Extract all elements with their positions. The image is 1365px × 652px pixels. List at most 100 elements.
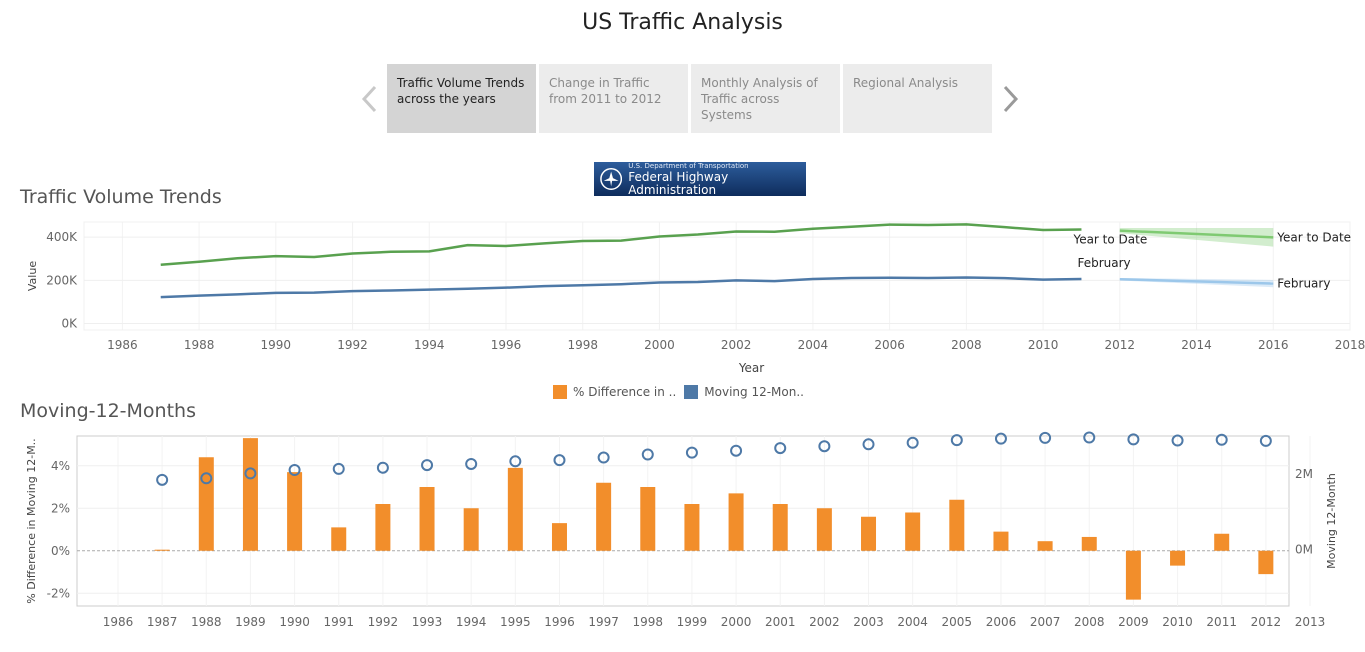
point-moving-12-month bbox=[376, 461, 389, 474]
x-tick-label: 2004 bbox=[897, 615, 928, 629]
chart2-plot-area bbox=[76, 435, 1290, 607]
story-next-button[interactable] bbox=[996, 82, 1026, 116]
moving-12-months-chart[interactable]: 1986 1987 1988 1989 1990 1991 1992 1993 1994 1995… bbox=[0, 430, 1365, 645]
x-tick-label: 1994 bbox=[456, 615, 487, 629]
x-tick-label: 1991 bbox=[323, 615, 354, 629]
chevron-right-icon bbox=[1003, 85, 1019, 113]
logo-name: Federal Highway Administration bbox=[628, 169, 729, 197]
traffic-volume-chart[interactable]: 1986 1988 1990 1992 1994 1996 1998 2000 2002 2004… bbox=[0, 210, 1365, 380]
x-tick-label: 1988 bbox=[191, 615, 222, 629]
bar-pct-difference bbox=[684, 504, 700, 551]
x-tick-label: 2003 bbox=[853, 615, 884, 629]
bar-pct-difference bbox=[419, 487, 435, 551]
x-tick-label: 2007 bbox=[1030, 615, 1061, 629]
x-tick-label: 2002 bbox=[721, 338, 752, 352]
y-axis-title: Value bbox=[26, 261, 39, 291]
bar-pct-difference bbox=[551, 523, 567, 551]
bar-pct-difference bbox=[154, 549, 170, 551]
point-moving-12-month bbox=[774, 442, 787, 455]
fhwa-emblem-icon bbox=[600, 168, 623, 190]
chevron-left-icon bbox=[361, 85, 377, 113]
x-tick-label: 2009 bbox=[1118, 615, 1149, 629]
chart1-plot-area bbox=[83, 221, 1351, 331]
y2-axis-title: Moving 12-Month bbox=[1325, 473, 1338, 569]
x-tick-label: 1996 bbox=[544, 615, 575, 629]
logo-text: U.S. Department of Transportation Federa… bbox=[628, 162, 806, 197]
y-tick-label: -2% bbox=[47, 586, 70, 600]
point-moving-12-month bbox=[288, 464, 301, 476]
x-tick-label: 2005 bbox=[942, 615, 973, 629]
x-tick-label: 2006 bbox=[986, 615, 1017, 629]
story-tab-change-in-traffic[interactable]: Change in Traffic from 2011 to 2012 bbox=[539, 64, 688, 133]
legend-swatch-blue bbox=[684, 385, 699, 399]
bar-pct-difference bbox=[1081, 536, 1097, 551]
x-tick-label: 2010 bbox=[1028, 338, 1059, 352]
point-moving-12-month bbox=[685, 446, 698, 459]
x-tick-label: 1988 bbox=[184, 338, 215, 352]
x-tick-label: 1990 bbox=[279, 615, 310, 629]
x-tick-label: 2010 bbox=[1162, 615, 1193, 629]
legend-item-pct-difference[interactable]: % Difference in .. bbox=[553, 385, 676, 399]
bar-pct-difference bbox=[728, 493, 744, 551]
x-tick-label: 1996 bbox=[491, 338, 522, 352]
bar-pct-difference bbox=[772, 504, 788, 551]
y-tick-label: 0K bbox=[61, 317, 78, 331]
point-moving-12-month bbox=[1127, 433, 1140, 446]
point-moving-12-month bbox=[906, 436, 919, 449]
x-tick-label: 2013 bbox=[1295, 615, 1326, 629]
bar-pct-difference bbox=[375, 504, 391, 551]
point-moving-12-month bbox=[553, 454, 566, 467]
x-tick-label: 2012 bbox=[1251, 615, 1282, 629]
x-tick-label: 2000 bbox=[721, 615, 752, 629]
x-tick-label: 1989 bbox=[235, 615, 266, 629]
x-tick-label: 1992 bbox=[368, 615, 399, 629]
series-line-1 bbox=[160, 276, 1082, 299]
y-axis-title: % Difference in Moving 12-M.. bbox=[25, 438, 38, 603]
point-moving-12-month bbox=[1039, 431, 1052, 444]
y2-tick-label: 2M bbox=[1295, 467, 1313, 481]
story-tab-traffic-volume[interactable]: Traffic Volume Trends across the years bbox=[387, 64, 536, 133]
bar-pct-difference bbox=[331, 527, 347, 551]
bar-pct-difference bbox=[1214, 533, 1230, 551]
point-moving-12-month bbox=[156, 473, 169, 486]
x-tick-label: 2016 bbox=[1258, 338, 1289, 352]
x-tick-label: 1995 bbox=[500, 615, 531, 629]
x-tick-label: 2004 bbox=[798, 338, 829, 352]
point-moving-12-month bbox=[994, 432, 1007, 445]
point-moving-12-month bbox=[597, 451, 610, 464]
chart1-title: Traffic Volume Trends bbox=[20, 186, 222, 208]
x-tick-label: 1990 bbox=[261, 338, 292, 352]
x-tick-label: 2000 bbox=[644, 338, 675, 352]
y-tick-label: 200K bbox=[46, 273, 78, 287]
point-moving-12-month bbox=[641, 448, 654, 461]
legend-item-moving-12[interactable]: Moving 12-Mon.. bbox=[684, 385, 804, 399]
x-tick-label: 2011 bbox=[1206, 615, 1237, 629]
bar-pct-difference bbox=[949, 499, 965, 551]
x-tick-label: 1998 bbox=[633, 615, 664, 629]
bar-pct-difference bbox=[816, 508, 832, 551]
x-tick-label: 2008 bbox=[951, 338, 982, 352]
point-moving-12-month bbox=[862, 438, 875, 451]
x-tick-label: 2008 bbox=[1074, 615, 1105, 629]
story-tab-monthly-analysis[interactable]: Monthly Analysis of Traffic across Syste… bbox=[691, 64, 840, 133]
forecast-end-label-0: Year to Date bbox=[1276, 230, 1351, 244]
x-tick-label: 2006 bbox=[874, 338, 905, 352]
point-moving-12-month bbox=[509, 455, 522, 468]
x-tick-label: 1999 bbox=[677, 615, 708, 629]
story-prev-button[interactable] bbox=[354, 82, 384, 116]
x-tick-label: 1994 bbox=[414, 338, 445, 352]
chart2-title: Moving-12-Months bbox=[20, 400, 196, 422]
point-moving-12-month bbox=[1083, 431, 1096, 444]
point-moving-12-month bbox=[950, 434, 963, 447]
point-moving-12-month bbox=[1259, 434, 1272, 447]
point-moving-12-month bbox=[200, 472, 213, 485]
bar-pct-difference bbox=[242, 438, 258, 551]
story-tab-regional-analysis[interactable]: Regional Analysis bbox=[843, 64, 992, 133]
y-tick-label: 4% bbox=[51, 459, 70, 473]
x-tick-label: 1993 bbox=[412, 615, 443, 629]
page-title: US Traffic Analysis bbox=[582, 10, 783, 35]
chart-legend: % Difference in .. Moving 12-Mon.. bbox=[553, 385, 812, 399]
bar-pct-difference bbox=[905, 512, 921, 551]
series-end-label-0: Year to Date bbox=[1072, 233, 1147, 247]
x-tick-label: 2002 bbox=[809, 615, 840, 629]
